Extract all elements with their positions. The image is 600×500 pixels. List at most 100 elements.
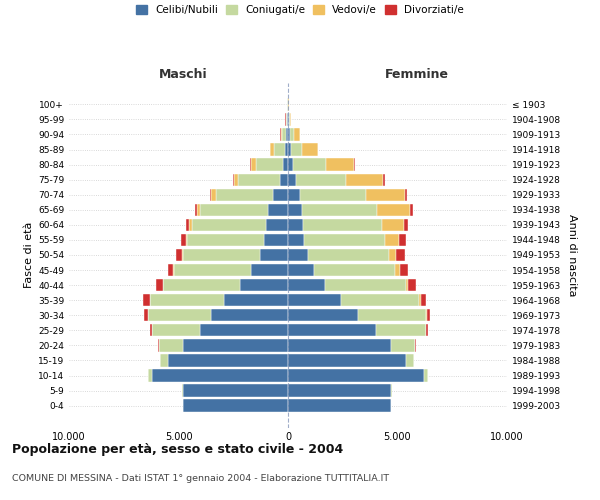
Bar [415,339,416,351]
Bar [251,264,288,276]
Bar [152,324,200,336]
Bar [385,234,398,246]
Bar [288,294,341,306]
Bar [290,128,293,140]
Bar [181,234,185,246]
Bar [293,128,300,140]
Bar [288,354,406,366]
Bar [272,188,288,201]
Bar [264,234,288,246]
Bar [424,370,428,382]
Bar [283,158,288,171]
Bar [182,249,183,261]
Bar [176,249,182,261]
Bar [183,249,260,261]
Bar [163,279,240,291]
Bar [383,174,385,186]
Legend: Celibi/Nubili, Coniugati/e, Vedovi/e, Divorziati/e: Celibi/Nubili, Coniugati/e, Vedovi/e, Di… [134,2,466,17]
Bar [426,324,428,336]
Text: Femmine: Femmine [385,68,449,80]
Bar [148,309,211,322]
Bar [173,264,174,276]
Bar [233,174,238,186]
Bar [211,309,288,322]
Bar [183,339,288,351]
Bar [288,264,314,276]
Bar [268,204,288,216]
Bar [293,158,326,171]
Bar [266,218,288,231]
Bar [281,128,282,140]
Bar [421,294,426,306]
Bar [409,279,416,291]
Bar [325,279,406,291]
Bar [183,384,288,397]
Bar [406,279,409,291]
Bar [238,174,280,186]
Bar [308,249,389,261]
Bar [211,188,216,201]
Text: Maschi: Maschi [158,68,208,80]
Y-axis label: Fasce di età: Fasce di età [24,222,34,288]
Bar [288,324,376,336]
Bar [288,204,302,216]
Bar [174,264,251,276]
Bar [288,144,291,156]
Bar [271,144,274,156]
Bar [296,174,346,186]
Bar [391,339,415,351]
Bar [282,128,286,140]
Bar [290,113,291,126]
Bar [288,339,391,351]
Bar [427,309,430,322]
Bar [190,218,191,231]
Bar [288,158,293,171]
Bar [186,218,190,231]
Bar [288,128,290,140]
Bar [240,279,288,291]
Y-axis label: Anni di nascita: Anni di nascita [566,214,577,296]
Bar [200,324,288,336]
Bar [143,294,149,306]
Bar [195,204,197,216]
Bar [224,294,288,306]
Bar [304,218,382,231]
Text: COMUNE DI MESSINA - Dati ISTAT 1° gennaio 2004 - Elaborazione TUTTITALIA.IT: COMUNE DI MESSINA - Dati ISTAT 1° gennai… [12,474,389,483]
Bar [185,234,187,246]
Bar [426,309,427,322]
Bar [288,249,308,261]
Bar [288,279,325,291]
Bar [145,309,148,322]
Bar [168,264,173,276]
Bar [302,204,377,216]
Bar [288,370,424,382]
Bar [291,144,302,156]
Bar [410,204,413,216]
Bar [358,309,426,322]
Bar [341,294,419,306]
Bar [216,188,272,201]
Bar [419,294,421,306]
Bar [187,234,264,246]
Bar [150,294,224,306]
Bar [300,188,366,201]
Bar [382,218,404,231]
Bar [366,188,405,201]
Bar [251,158,256,171]
Bar [209,188,211,201]
Bar [346,174,383,186]
Bar [287,113,288,126]
Bar [326,158,355,171]
Bar [200,204,268,216]
Bar [314,264,395,276]
Bar [159,339,183,351]
Bar [288,218,304,231]
Bar [286,113,287,126]
Bar [256,158,283,171]
Bar [288,188,300,201]
Bar [389,249,397,261]
Bar [288,384,391,397]
Bar [285,144,288,156]
Bar [289,113,290,126]
Bar [376,324,426,336]
